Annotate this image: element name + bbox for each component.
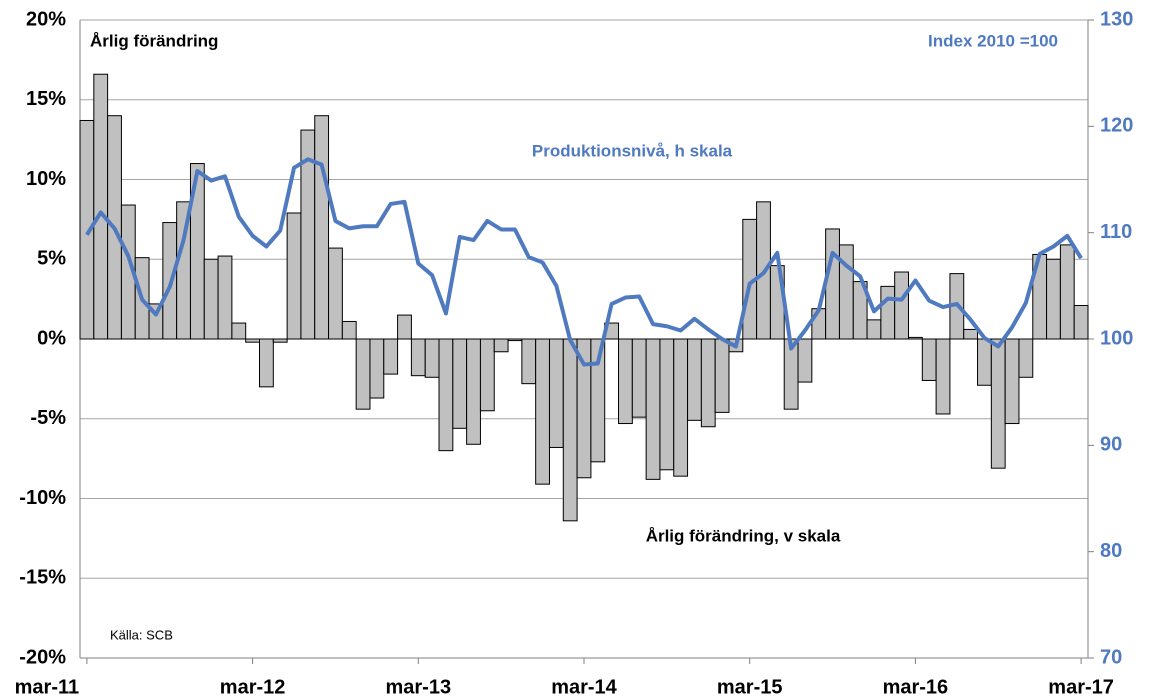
line	[85, 157, 1083, 367]
bar	[369, 338, 385, 399]
bar	[93, 73, 109, 340]
bar	[1059, 244, 1075, 340]
y-tick-label: 0%	[37, 327, 66, 349]
bar	[438, 338, 454, 452]
bar	[977, 338, 992, 386]
bar	[328, 247, 343, 340]
bar	[452, 338, 468, 429]
source: Källa: SCB	[110, 627, 173, 642]
y2-tick-label: 90	[1100, 434, 1122, 456]
bar	[894, 271, 909, 340]
y2-tick-label: 110	[1100, 221, 1132, 243]
bar	[314, 115, 330, 340]
bar	[907, 336, 923, 340]
bar	[1073, 305, 1089, 340]
series-label: Produktionsnivå, h skala	[532, 141, 733, 160]
left-axis-title: Årlig förändring	[90, 31, 218, 50]
bar	[493, 338, 509, 353]
series-label: Årlig förändring, v skala	[646, 526, 841, 545]
y2-tick-label: 120	[1100, 115, 1133, 137]
y-tick-label: -5%	[30, 407, 66, 429]
bar	[535, 338, 550, 485]
y-tick-label: -20%	[19, 646, 66, 668]
bar	[397, 314, 412, 340]
right-axis-title: Index 2010 =100	[928, 31, 1058, 50]
bar	[714, 338, 730, 413]
bar	[990, 338, 1006, 469]
bar	[687, 338, 702, 421]
bar	[259, 338, 274, 388]
bar	[645, 338, 661, 480]
bar	[245, 338, 261, 343]
bar	[1018, 338, 1034, 378]
y-tick-label: -10%	[19, 487, 66, 509]
bar	[355, 338, 371, 410]
y-tick-label: 5%	[37, 248, 66, 270]
y2-tick-label: 70	[1100, 646, 1122, 668]
bar	[880, 285, 896, 340]
bar	[562, 338, 578, 522]
x-tick-label: mar-13	[385, 676, 451, 698]
bar	[921, 338, 937, 381]
bar	[825, 228, 840, 340]
bar	[590, 338, 606, 463]
y2-tick-label: 80	[1100, 540, 1122, 562]
bar	[1046, 258, 1061, 340]
bar	[479, 338, 495, 412]
bar	[203, 258, 219, 340]
bar	[548, 338, 564, 448]
bar	[466, 338, 481, 445]
bar	[1004, 338, 1020, 425]
bar	[866, 319, 882, 340]
bar	[231, 322, 247, 340]
y-tick-label: 20%	[26, 8, 66, 30]
bar	[673, 338, 689, 477]
bar	[189, 163, 205, 340]
bar	[797, 338, 813, 383]
y2-tick-label: 130	[1100, 8, 1133, 30]
bar	[341, 320, 357, 340]
bar	[631, 338, 647, 418]
bar	[217, 255, 233, 340]
x-tick-label: mar-16	[883, 676, 949, 698]
bar	[383, 338, 399, 375]
bar	[963, 328, 979, 340]
bar	[286, 212, 302, 340]
x-tick-label: mar-11	[15, 676, 80, 698]
x-tick-label: mar-14	[551, 676, 617, 698]
y-tick-label: 15%	[26, 88, 66, 110]
bar	[272, 338, 288, 343]
y-tick-label: -15%	[19, 567, 66, 589]
bar	[410, 338, 426, 377]
y-tick-label: 10%	[26, 168, 66, 190]
y2-tick-label: 100	[1100, 327, 1133, 349]
x-tick-label: mar-15	[717, 676, 783, 698]
bar	[507, 338, 523, 342]
bar	[935, 338, 951, 415]
bar	[659, 338, 675, 471]
bar	[424, 338, 440, 378]
bar	[618, 338, 633, 425]
bar	[521, 338, 537, 385]
bar	[700, 338, 716, 428]
x-tick-label: mar-17	[1048, 676, 1114, 698]
x-tick-label: mar-12	[220, 676, 286, 698]
